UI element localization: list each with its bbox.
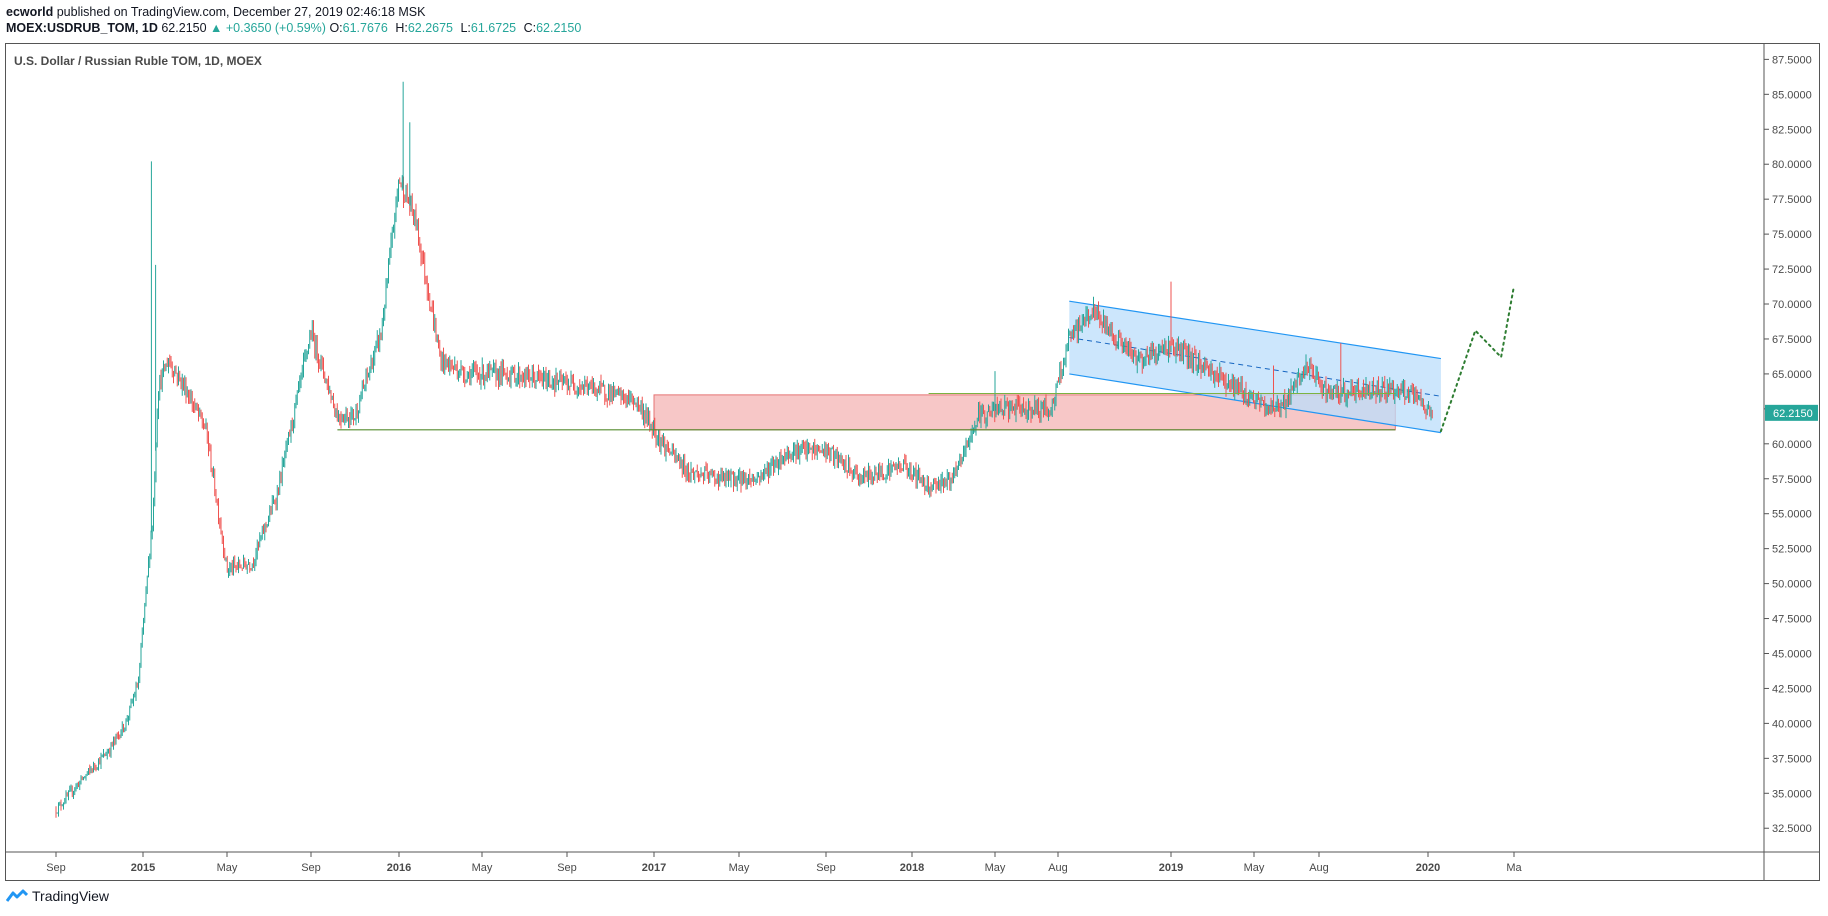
price-tick-label: 35.0000 [1772, 788, 1812, 800]
time-tick-label: Sep [301, 862, 321, 874]
time-tick-label: Sep [816, 862, 836, 874]
time-tick-label: Ma [1506, 862, 1522, 874]
channel-upper-line [1069, 300, 1441, 360]
price-tick-label: 42.5000 [1772, 683, 1812, 695]
ohlc-low: L:61.6725 [460, 21, 520, 35]
channel-fill [1069, 301, 1441, 433]
projection-layer [1439, 284, 1515, 433]
time-tick-label: Aug [1309, 862, 1329, 874]
price-tick-label: 82.5000 [1772, 124, 1812, 136]
ohlc-low-value: 61.6725 [470, 21, 517, 35]
last-price-box [1765, 404, 1818, 421]
price-tick-label: 57.5000 [1772, 474, 1812, 486]
price-tick-label: 72.5000 [1772, 264, 1812, 276]
price-tick-label: 75.0000 [1772, 229, 1812, 241]
projection-path [1439, 284, 1515, 433]
price-tick-label: 87.5000 [1772, 54, 1812, 66]
time-tick-label: May [472, 862, 493, 874]
ohlc-close-label: C: [523, 21, 537, 35]
tradingview-brand: TradingView [32, 888, 110, 904]
chart-header: ecworld published on TradingView.com, De… [6, 4, 1816, 36]
chart-title: U.S. Dollar / Russian Ruble TOM, 1D, MOE… [14, 54, 262, 68]
price-tick-label: 67.5000 [1772, 334, 1812, 346]
time-tick-label: May [217, 862, 238, 874]
price-chart[interactable]: 32.5000 35.0000 37.5000 40.0000 42.5000 45.00… [6, 44, 1819, 880]
symbol-info: MOEX:USDRUB_TOM, 1D 62.2150 ▲ +0.3650 (+… [6, 20, 1816, 36]
price-tick-label: 45.0000 [1772, 648, 1812, 660]
price-tick-label: 60.0000 [1772, 439, 1812, 451]
price-tick-label: 40.0000 [1772, 718, 1812, 730]
last-price-label: 62.2150 [1773, 408, 1813, 420]
time-tick-label: Sep [557, 862, 577, 874]
time-tick-label: 2017 [642, 862, 666, 874]
price-tick-label: 65.0000 [1772, 369, 1812, 381]
price-tick-label: 70.0000 [1772, 299, 1812, 311]
tradingview-logo-icon [6, 889, 28, 902]
ohlc-open: O:61.7676 [329, 21, 391, 35]
time-tick-label: May [985, 862, 1006, 874]
price-tick-label: 77.5000 [1772, 194, 1812, 206]
publish-info: ecworld published on TradingView.com, De… [6, 4, 1816, 20]
author-name[interactable]: ecworld [6, 5, 54, 19]
time-axis: Sep 2015 May Sep 2016 May Sep 2017 May Sep 2018 May… [46, 852, 1523, 874]
ohlc-high: H:62.2675 [395, 21, 457, 35]
last-price: 62.2150 [161, 21, 207, 35]
ohlc-close-value: 62.2150 [536, 21, 582, 35]
time-tick-label: 2015 [131, 862, 155, 874]
price-tick-label: 80.0000 [1772, 159, 1812, 171]
price-tick-label: 52.5000 [1772, 544, 1812, 556]
time-tick-label: May [1244, 862, 1265, 874]
ohlc-open-value: 61.7676 [342, 21, 388, 35]
time-tick-label: 2019 [1159, 862, 1183, 874]
time-tick-label: 2018 [900, 862, 924, 874]
price-tick-label: 32.5000 [1772, 823, 1812, 835]
ohlc-low-label: L: [460, 21, 471, 35]
price-axis: 32.5000 35.0000 37.5000 40.0000 42.5000 45.00… [1764, 54, 1812, 835]
published-text: published on TradingView.com, December 2… [56, 5, 426, 19]
time-tick-label: 2016 [387, 862, 411, 874]
ohlc-high-label: H: [395, 21, 408, 35]
chart-frame[interactable]: 32.5000 35.0000 37.5000 40.0000 42.5000 45.00… [5, 43, 1820, 881]
time-tick-label: Sep [46, 862, 66, 874]
last-price-marker: 62.2150 [1765, 404, 1818, 421]
tradingview-logo[interactable]: TradingView [6, 888, 109, 904]
price-tick-label: 55.0000 [1772, 509, 1812, 521]
time-tick-label: 2020 [1416, 862, 1440, 874]
symbol-name[interactable]: MOEX:USDRUB_TOM, 1D [6, 21, 158, 35]
time-tick-label: May [729, 862, 750, 874]
ohlc-open-label: O: [329, 21, 343, 35]
ohlc-close: C:62.2150 [524, 21, 586, 35]
ohlc-high-value: 62.2675 [407, 21, 453, 35]
price-tick-label: 50.0000 [1772, 579, 1812, 591]
time-tick-label: Aug [1048, 862, 1068, 874]
candles [55, 81, 1433, 818]
price-tick-label: 85.0000 [1772, 89, 1812, 101]
level-lines [337, 392, 1396, 431]
price-tick-label: 37.5000 [1772, 753, 1812, 765]
price-tick-label: 47.5000 [1772, 614, 1812, 626]
price-change: ▲ +0.3650 (+0.59%) [210, 21, 326, 35]
